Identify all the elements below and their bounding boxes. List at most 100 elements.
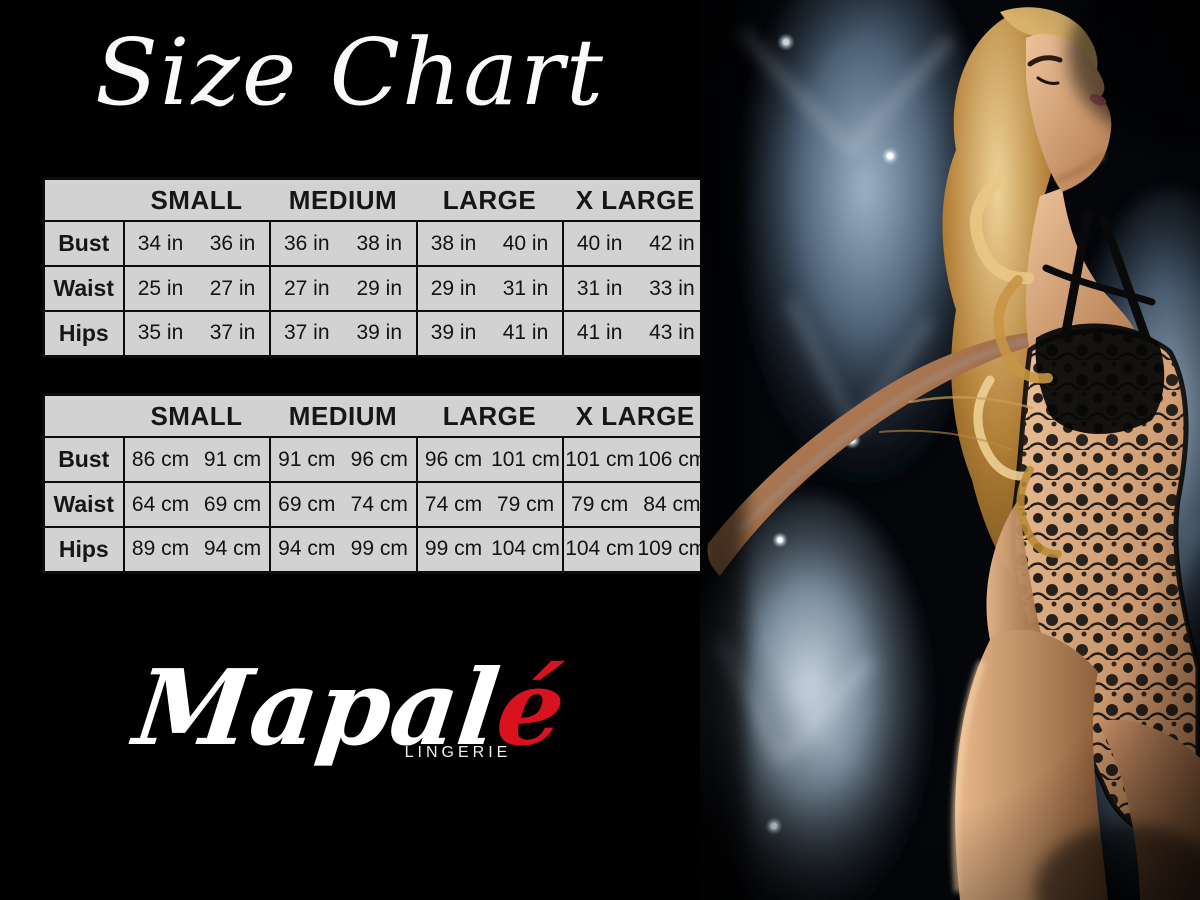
size-value: 79 cm xyxy=(571,492,629,516)
size-value: 27 in xyxy=(209,276,256,300)
row-label: Bust xyxy=(42,220,125,267)
value-pair: 35 in 37 in xyxy=(125,321,269,345)
value-pair: 29 in 31 in xyxy=(418,277,562,301)
value-cell: 31 in 33 in xyxy=(561,265,711,312)
size-value: 101 cm xyxy=(565,447,635,471)
value-cell: 91 cm 96 cm xyxy=(268,436,418,483)
size-value: 99 cm xyxy=(350,537,408,561)
size-value: 69 cm xyxy=(203,492,262,516)
size-table-body: Bust 34 in 36 in 36 in 38 in 38 in 40 in 40 in 4… xyxy=(42,220,711,357)
size-value: 36 in xyxy=(209,231,256,255)
value-cell: 25 in 27 in xyxy=(122,265,271,312)
value-cell: 39 in 41 in xyxy=(415,310,564,357)
value-pair: 96 cm 101 cm xyxy=(418,448,562,472)
size-table-inches: SMALL MEDIUM LARGE X LARGE Bust 34 in 36 in 36 … xyxy=(42,177,711,358)
size-value: 94 cm xyxy=(278,537,336,561)
measurement-row: Bust 86 cm 91 cm 91 cm 96 cm 96 cm 101 cm 101 c… xyxy=(42,436,711,483)
value-cell: 34 in 36 in xyxy=(122,220,271,267)
measurement-row: Bust 34 in 36 in 36 in 38 in 38 in 40 in 40 in 4… xyxy=(42,220,711,267)
size-value: 91 cm xyxy=(203,447,262,471)
value-cell: 99 cm 104 cm xyxy=(415,526,564,573)
value-pair: 39 in 41 in xyxy=(418,321,562,345)
size-value: 38 in xyxy=(430,231,477,255)
size-column-header: MEDIUM xyxy=(269,177,417,222)
size-value: 79 cm xyxy=(496,492,555,516)
value-pair: 104 cm 109 cm xyxy=(564,537,709,561)
value-pair: 34 in 36 in xyxy=(125,232,269,256)
model-photo xyxy=(700,0,1200,900)
size-value: 104 cm xyxy=(491,537,560,561)
value-cell: 37 in 39 in xyxy=(268,310,418,357)
value-pair: 27 in 29 in xyxy=(271,277,416,301)
size-value: 36 in xyxy=(283,231,330,255)
value-cell: 74 cm 79 cm xyxy=(415,481,564,528)
size-value: 29 in xyxy=(356,276,403,300)
size-value: 41 in xyxy=(502,321,549,345)
row-label: Waist xyxy=(42,481,125,528)
row-label: Waist xyxy=(42,265,125,312)
size-table-head: SMALL MEDIUM LARGE X LARGE xyxy=(43,177,710,222)
value-cell: 69 cm 74 cm xyxy=(268,481,418,528)
size-value: 29 in xyxy=(430,276,477,300)
value-pair: 89 cm 94 cm xyxy=(125,537,269,561)
value-pair: 36 in 38 in xyxy=(271,232,416,256)
size-value: 25 in xyxy=(137,276,184,300)
value-cell: 94 cm 99 cm xyxy=(268,526,418,573)
size-value: 86 cm xyxy=(131,447,190,471)
corner-cell xyxy=(43,393,124,438)
size-value: 99 cm xyxy=(424,537,483,561)
size-column-header: X LARGE xyxy=(562,177,710,222)
size-value: 64 cm xyxy=(131,492,190,516)
measurement-row: Waist 64 cm 69 cm 69 cm 74 cm 74 cm 79 cm 79 cm… xyxy=(42,481,711,528)
value-cell: 79 cm 84 cm xyxy=(561,481,711,528)
size-value: 109 cm xyxy=(637,537,707,561)
measurement-row: Waist 25 in 27 in 27 in 29 in 29 in 31 in 31 in… xyxy=(42,265,711,312)
value-pair: 101 cm 106 cm xyxy=(564,448,709,472)
size-value: 106 cm xyxy=(637,447,707,471)
size-value: 27 in xyxy=(283,276,330,300)
value-cell: 96 cm 101 cm xyxy=(415,436,564,483)
measurement-row: Hips 89 cm 94 cm 94 cm 99 cm 99 cm 104 cm 104 c… xyxy=(42,526,711,573)
measurement-row: Hips 35 in 37 in 37 in 39 in 39 in 41 in 41 in 4… xyxy=(42,310,711,357)
header-row: SMALL MEDIUM LARGE X LARGE xyxy=(43,177,710,222)
value-pair: 94 cm 99 cm xyxy=(271,537,416,561)
size-value: 69 cm xyxy=(278,492,336,516)
header-row: SMALL MEDIUM LARGE X LARGE xyxy=(43,393,710,438)
size-column-header: SMALL xyxy=(123,393,270,438)
value-pair: 91 cm 96 cm xyxy=(271,448,416,472)
value-pair: 69 cm 74 cm xyxy=(271,493,416,517)
row-label: Hips xyxy=(42,310,125,357)
value-cell: 38 in 40 in xyxy=(415,220,564,267)
size-value: 104 cm xyxy=(565,537,635,561)
size-value: 94 cm xyxy=(203,537,262,561)
size-chart-panel: Size Chart SMALL MEDIUM LARGE X LARGE Bust 34… xyxy=(42,19,711,769)
corner-cell xyxy=(43,177,124,222)
value-cell: 40 in 42 in xyxy=(561,220,711,267)
value-pair: 64 cm 69 cm xyxy=(125,493,269,517)
size-value: 39 in xyxy=(356,321,403,345)
size-value: 96 cm xyxy=(350,447,408,471)
size-value: 33 in xyxy=(649,276,695,300)
size-value: 37 in xyxy=(209,321,256,345)
size-value: 38 in xyxy=(356,231,403,255)
size-column-header: MEDIUM xyxy=(269,393,417,438)
value-pair: 74 cm 79 cm xyxy=(418,493,562,517)
value-cell: 64 cm 69 cm xyxy=(122,481,271,528)
value-pair: 25 in 27 in xyxy=(125,277,269,301)
size-value: 84 cm xyxy=(643,492,701,516)
size-value: 89 cm xyxy=(131,537,190,561)
size-value: 31 in xyxy=(576,276,623,300)
row-label: Bust xyxy=(42,436,125,483)
value-pair: 99 cm 104 cm xyxy=(418,537,562,561)
size-value: 34 in xyxy=(137,231,184,255)
value-cell: 41 in 43 in xyxy=(561,310,711,357)
page-title: Size Chart xyxy=(94,19,606,126)
size-value: 43 in xyxy=(649,321,695,345)
value-cell: 27 in 29 in xyxy=(268,265,418,312)
size-column-header: SMALL xyxy=(123,177,270,222)
value-pair: 31 in 33 in xyxy=(564,277,709,301)
size-value: 74 cm xyxy=(424,492,483,516)
value-cell: 101 cm 106 cm xyxy=(561,436,711,483)
size-value: 37 in xyxy=(283,321,330,345)
size-table-head: SMALL MEDIUM LARGE X LARGE xyxy=(43,393,710,438)
